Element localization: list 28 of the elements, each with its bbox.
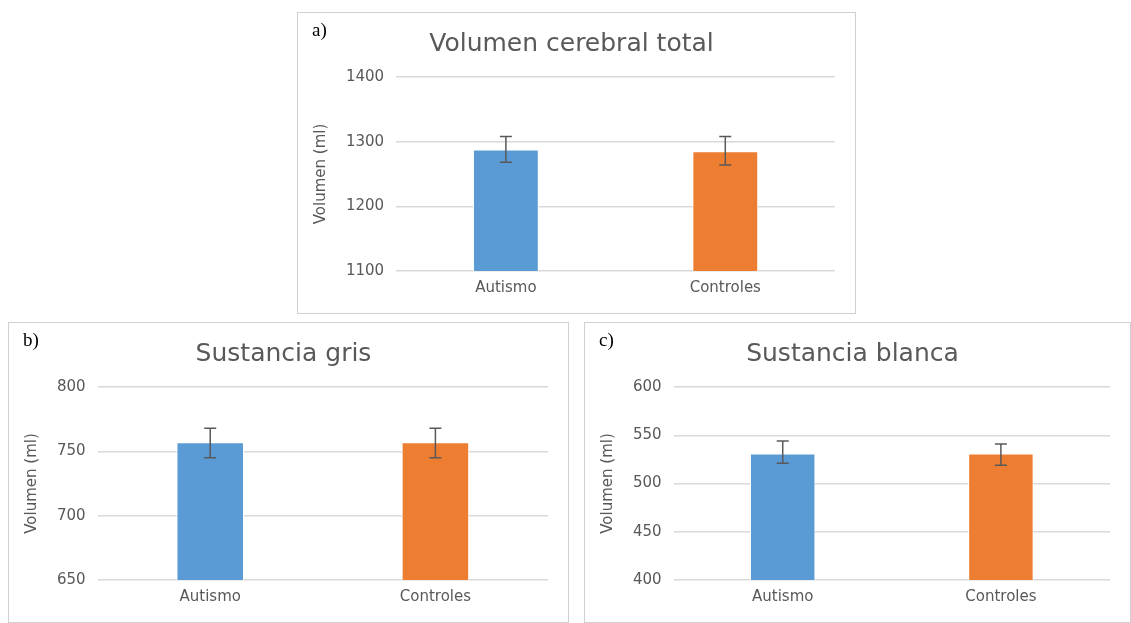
y-tick-label: 550 xyxy=(632,425,662,444)
text: b) xyxy=(23,329,39,351)
y-tick-label: 1300 xyxy=(345,131,385,150)
y-axis-title: Volumen (ml) xyxy=(310,123,329,225)
x-tick-label: Autismo xyxy=(179,586,241,605)
chart-title: Sustancia blanca xyxy=(746,337,959,367)
y-axis-title: Volumen (ml) xyxy=(21,433,40,534)
y-tick-label: 400 xyxy=(632,569,662,588)
y-tick-label: 500 xyxy=(632,473,662,492)
y-tick-label: 450 xyxy=(632,521,662,540)
x-tick-label: Controles xyxy=(399,586,472,605)
y-tick-label: 600 xyxy=(632,376,662,395)
x-tick-label: Autismo xyxy=(752,586,814,605)
y-tick-label: 1100 xyxy=(345,260,385,279)
y-tick-label: 750 xyxy=(56,441,86,460)
y-tick-label: 700 xyxy=(56,505,86,524)
y-axis-title: Volumen (ml) xyxy=(597,433,616,534)
y-tick-label: 1200 xyxy=(345,196,385,215)
text: c) xyxy=(599,329,614,351)
text: a) xyxy=(312,19,327,41)
x-tick-label: Controles xyxy=(965,586,1037,605)
chart-title: Volumen cerebral total xyxy=(429,27,714,57)
x-tick-label: Autismo xyxy=(475,277,537,296)
y-tick-label: 650 xyxy=(56,569,86,588)
x-tick-label: Controles xyxy=(689,277,762,296)
y-tick-label: 1400 xyxy=(345,66,385,85)
chart-title: Sustancia gris xyxy=(195,337,372,367)
y-tick-label: 800 xyxy=(56,376,86,395)
